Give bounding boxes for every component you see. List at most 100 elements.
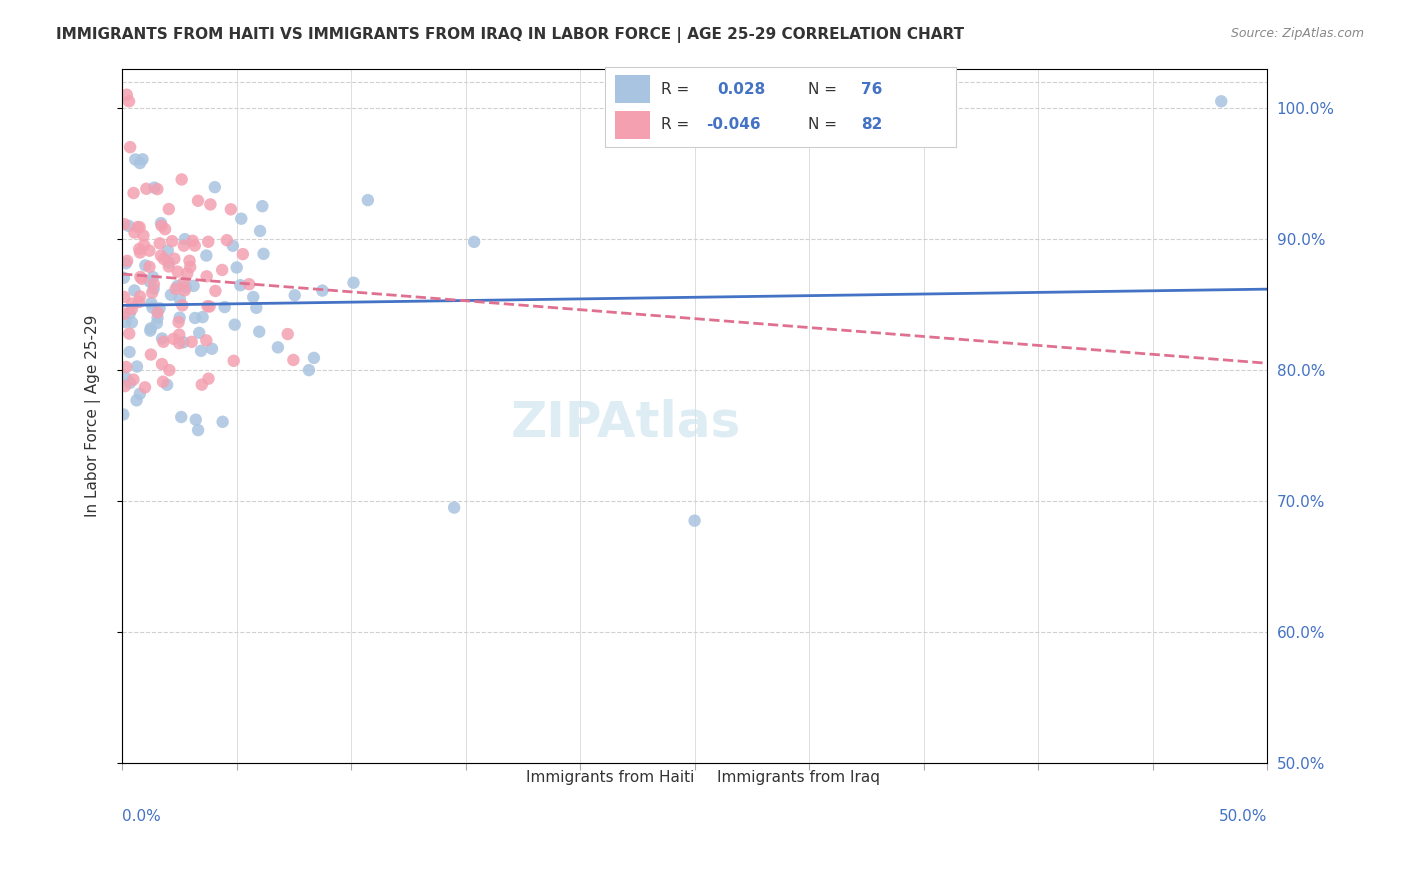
- Point: [134, 380, 156, 394]
- Point: [115, 253, 138, 268]
- Point: [156, 377, 179, 392]
- Point: [124, 284, 146, 298]
- Text: Immigrants from Iraq: Immigrants from Iraq: [717, 770, 880, 785]
- Point: [129, 156, 152, 170]
- Point: [283, 353, 305, 368]
- Point: [118, 345, 141, 359]
- Point: [157, 202, 180, 216]
- Text: R =: R =: [661, 117, 689, 132]
- Point: [204, 284, 226, 298]
- Point: [183, 279, 205, 293]
- Point: [138, 244, 160, 258]
- Point: [135, 182, 157, 196]
- Point: [201, 342, 224, 356]
- Point: [195, 269, 218, 284]
- Point: [215, 233, 238, 247]
- Point: [152, 375, 174, 389]
- Point: [128, 242, 150, 256]
- Point: [225, 260, 247, 275]
- Point: [146, 305, 169, 319]
- Point: [180, 334, 202, 349]
- Point: [118, 376, 141, 390]
- Point: [122, 186, 145, 200]
- Point: [197, 235, 219, 249]
- Point: [277, 326, 299, 341]
- Point: [222, 353, 245, 368]
- Text: R =: R =: [661, 82, 689, 97]
- Point: [142, 282, 165, 296]
- Point: [167, 336, 190, 351]
- Point: [165, 282, 187, 296]
- Point: [121, 296, 143, 310]
- Point: [143, 180, 166, 194]
- Point: [160, 287, 183, 301]
- Point: [245, 301, 267, 315]
- Point: [162, 332, 184, 346]
- Point: [139, 321, 162, 335]
- Point: [149, 236, 172, 251]
- Point: [463, 235, 485, 249]
- Point: [142, 277, 165, 291]
- Point: [124, 226, 146, 240]
- Point: [138, 260, 160, 274]
- Point: [129, 245, 152, 260]
- Text: 76: 76: [860, 82, 883, 97]
- Point: [195, 248, 218, 262]
- Point: [298, 363, 321, 377]
- Point: [247, 325, 270, 339]
- Point: [204, 180, 226, 194]
- Point: [150, 219, 173, 233]
- Point: [157, 255, 180, 269]
- Point: [128, 295, 150, 310]
- Point: [191, 377, 214, 392]
- Point: [190, 343, 212, 358]
- Point: [112, 408, 135, 422]
- Text: Source: ZipAtlas.com: Source: ZipAtlas.com: [1230, 27, 1364, 40]
- Point: [252, 199, 274, 213]
- Point: [139, 275, 162, 289]
- Point: [125, 359, 148, 374]
- Point: [129, 269, 152, 284]
- FancyBboxPatch shape: [616, 75, 650, 103]
- Point: [166, 264, 188, 278]
- Point: [242, 290, 264, 304]
- Point: [118, 306, 141, 320]
- Point: [124, 153, 146, 167]
- Point: [114, 379, 136, 393]
- Point: [172, 335, 194, 350]
- Point: [174, 280, 197, 294]
- Point: [179, 253, 201, 268]
- Point: [131, 153, 153, 167]
- Point: [132, 238, 155, 252]
- Point: [302, 351, 325, 365]
- Point: [134, 259, 156, 273]
- Point: [132, 228, 155, 243]
- Point: [118, 219, 141, 233]
- Point: [170, 410, 193, 425]
- Point: [188, 326, 211, 340]
- Point: [118, 326, 141, 341]
- Point: [146, 182, 169, 196]
- Point: [284, 288, 307, 302]
- Point: [249, 224, 271, 238]
- Point: [443, 500, 465, 515]
- Point: [118, 95, 141, 109]
- Point: [146, 316, 169, 330]
- Point: [238, 277, 260, 292]
- Text: 50.0%: 50.0%: [1219, 809, 1267, 824]
- Text: 0.028: 0.028: [717, 82, 765, 97]
- Point: [146, 310, 169, 325]
- Point: [197, 372, 219, 386]
- Point: [222, 239, 245, 253]
- Point: [160, 234, 183, 248]
- Point: [187, 194, 209, 208]
- Point: [122, 373, 145, 387]
- Y-axis label: In Labor Force | Age 25-29: In Labor Force | Age 25-29: [86, 315, 101, 517]
- Point: [1211, 95, 1233, 109]
- Text: ZIPAtlas: ZIPAtlas: [510, 399, 741, 446]
- Point: [157, 363, 180, 377]
- Text: Immigrants from Haiti: Immigrants from Haiti: [526, 770, 695, 785]
- Point: [211, 415, 233, 429]
- Point: [170, 172, 193, 186]
- Point: [167, 327, 190, 342]
